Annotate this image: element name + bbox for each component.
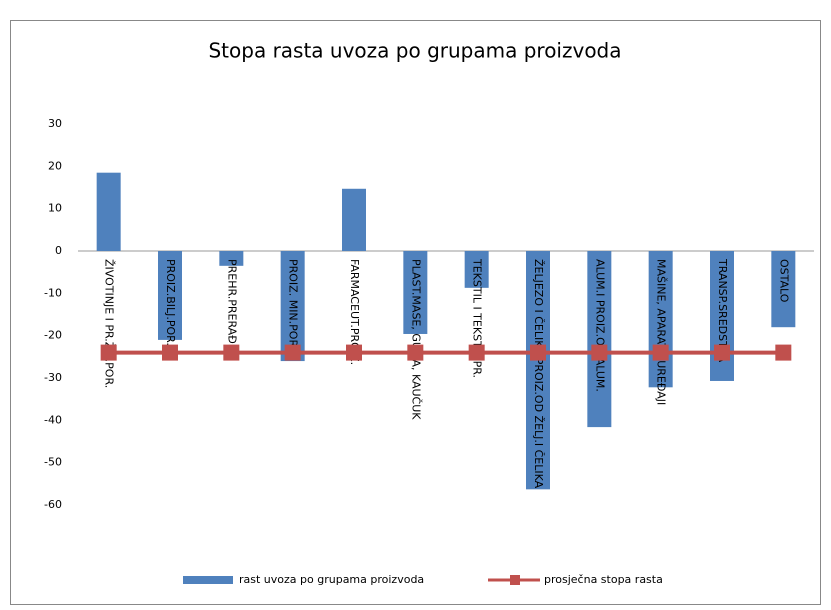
line-marker — [530, 344, 546, 361]
bar — [96, 172, 121, 251]
x-tick-label: MAŠINE, APARATI, UREĐAJI — [655, 259, 668, 405]
y-tick-label: -20 — [44, 329, 62, 342]
x-tick-label: PLAST.MASE, GUMA, KAUČUK — [409, 259, 422, 420]
legend-label: rast uvoza po grupama proizvoda — [239, 573, 424, 586]
line-marker — [407, 344, 424, 361]
x-tick-label: TRANSP.SREDSTVA — [716, 258, 729, 363]
y-tick-label: 0 — [55, 244, 62, 257]
chart-title: Stopa rasta uvoza po grupama proizvoda — [208, 39, 621, 63]
x-tick-label: ŽELJEZO I ČELIK I PROIZ.OD ŽELJ.I ČELIKA — [532, 259, 545, 489]
y-tick-label: 20 — [48, 159, 62, 172]
x-tick-label: ŽIVOTINJE I PR.ŽIV.POR. — [103, 259, 116, 388]
line-marker — [100, 344, 117, 361]
bar — [342, 188, 366, 251]
x-tick-label: PROIZ.BILJ.POR. — [164, 259, 177, 346]
bar — [464, 251, 489, 288]
line-marker — [162, 344, 178, 361]
line-marker — [775, 344, 792, 361]
bar — [587, 251, 612, 428]
y-tick-label: -10 — [44, 286, 62, 299]
line-marker — [284, 344, 301, 361]
legend-marker — [510, 575, 520, 585]
line-marker — [591, 344, 608, 361]
y-tick-label: 10 — [48, 202, 62, 215]
x-tick-label: FARMACEUT.PROIZ. — [348, 259, 361, 365]
y-tick-label: 30 — [48, 117, 62, 130]
x-tick-label: ALUM.I PROIZ.OD ALUM. — [593, 259, 606, 392]
y-tick-label: -50 — [44, 456, 62, 469]
bar — [158, 251, 182, 340]
line-marker — [714, 344, 730, 361]
line-marker — [346, 344, 362, 361]
bar — [219, 251, 244, 266]
x-tick-label: OSTALO — [777, 259, 790, 303]
x-tick-label: PREHR.PRERAĐ. — [225, 259, 238, 347]
x-tick-label: PROIZ. MIN.POR. — [287, 259, 300, 350]
line-marker — [652, 344, 669, 361]
bar — [771, 251, 796, 328]
line-marker — [468, 344, 485, 361]
legend-swatch — [183, 576, 233, 584]
bar — [526, 251, 550, 490]
bar — [403, 251, 428, 334]
line-marker — [223, 344, 240, 361]
bar — [280, 251, 305, 362]
y-tick-label: -40 — [44, 413, 62, 426]
y-tick-label: -30 — [44, 371, 62, 384]
bar — [648, 251, 673, 388]
legend-label: prosječna stopa rasta — [544, 573, 663, 586]
y-tick-label: -60 — [44, 498, 62, 511]
